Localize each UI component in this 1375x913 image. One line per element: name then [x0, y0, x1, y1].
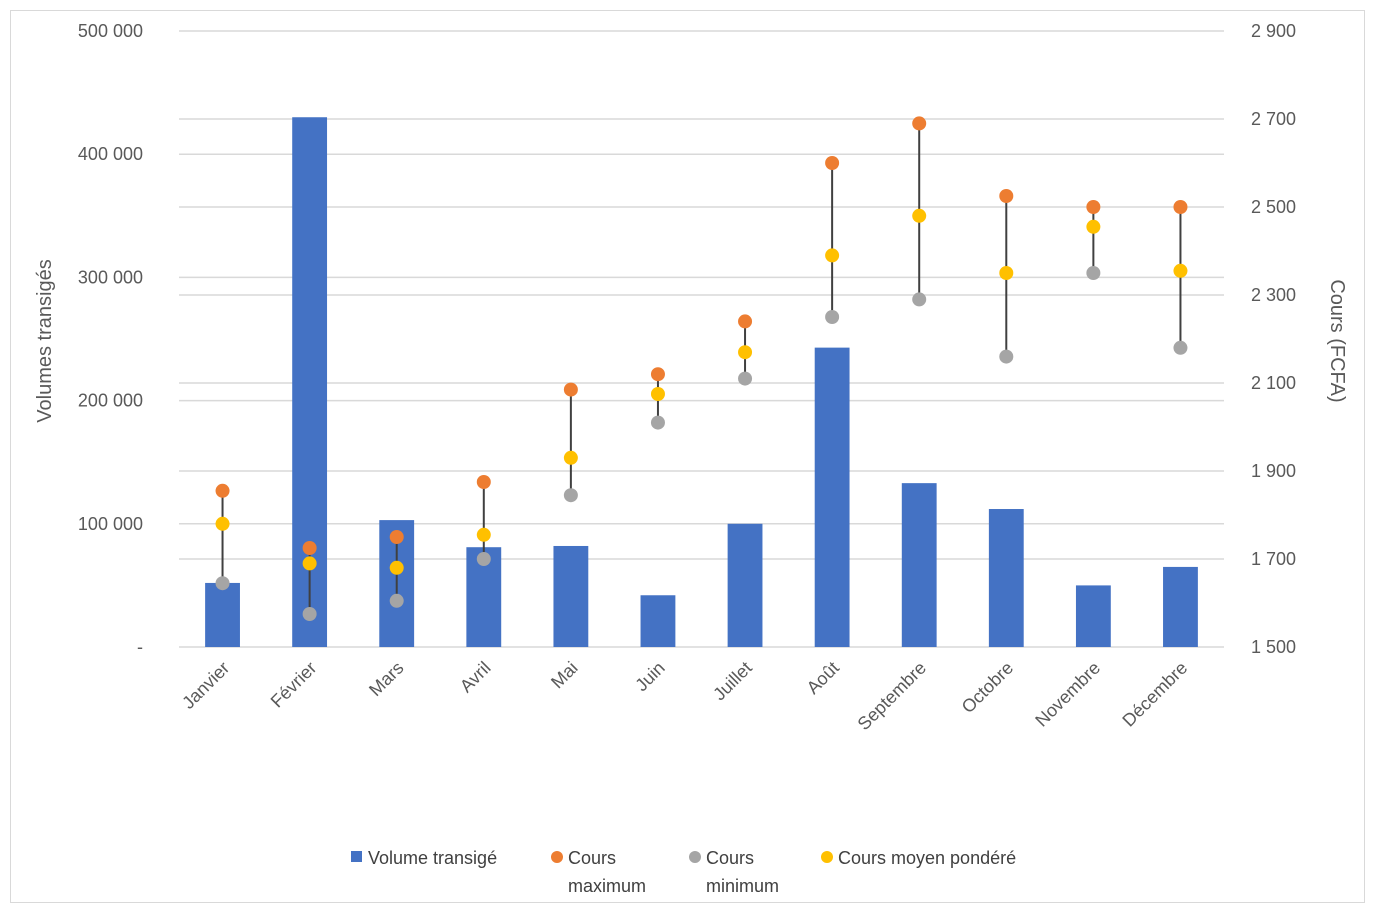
data-point: [302, 541, 317, 555]
legend-marker: [821, 851, 833, 863]
legend-label: minimum: [706, 876, 779, 896]
left-axis-tick-label: -: [137, 637, 143, 657]
data-point: [389, 593, 404, 608]
data-point: [476, 552, 491, 566]
bar-series: [205, 117, 1198, 648]
range-lines: [221, 123, 1182, 614]
data-point: [738, 371, 753, 386]
data-point: [476, 527, 491, 542]
bar: [814, 347, 850, 647]
data-point: [999, 189, 1014, 203]
data-point: [738, 345, 753, 360]
x-axis-tick-label: Octobre: [958, 658, 1017, 717]
legend-label: maximum: [568, 876, 646, 896]
x-axis-tick-label: Mars: [365, 658, 407, 700]
x-axis-tick-label: Février: [267, 658, 321, 712]
legend-label: Cours: [706, 848, 754, 868]
x-axis-labels: Janvier Février Mars Avril Mai Juin Juillet Aoû…: [178, 658, 1191, 734]
bar: [727, 523, 763, 647]
x-axis-tick-label: Avril: [456, 658, 495, 697]
right-axis-ticks: 1 500 1 700 1 900 2 100 2 300 2 500 2 700 2 900: [1251, 21, 1296, 657]
data-point: [215, 483, 230, 498]
data-point: [912, 116, 927, 131]
left-axis-tick-label: 300 000: [78, 267, 143, 287]
bar: [640, 595, 676, 647]
legend: Volume transigé Cours maximum Cours minimum C…: [351, 848, 1016, 896]
data-point: [738, 314, 753, 329]
bar: [901, 483, 937, 647]
bar: [988, 509, 1024, 647]
legend-marker: [551, 851, 563, 863]
data-point: [302, 607, 317, 621]
data-point: [1173, 340, 1188, 355]
data-point: [302, 556, 317, 571]
x-axis-tick-label: Juin: [631, 658, 668, 695]
legend-marker: [689, 851, 701, 863]
x-axis-tick-label: Septembre: [854, 658, 930, 734]
left-axis-tick-label: 100 000: [78, 514, 143, 534]
right-axis-tick-label: 2 700: [1251, 109, 1296, 129]
right-axis-title: Cours (FCFA): [1326, 279, 1348, 402]
left-axis-tick-label: 500 000: [78, 21, 143, 41]
left-axis-tick-label: 400 000: [78, 144, 143, 164]
left-axis-tick-label: 200 000: [78, 391, 143, 411]
scatter-points: [215, 116, 1188, 621]
bar: [553, 545, 589, 647]
bar: [1075, 585, 1111, 647]
data-point: [389, 560, 404, 575]
data-point: [563, 488, 578, 503]
data-point: [999, 349, 1014, 364]
gridlines: [179, 30, 1224, 648]
x-axis-tick-label: Décembre: [1118, 658, 1191, 731]
data-point: [215, 516, 230, 531]
data-point: [912, 292, 927, 307]
x-axis-tick-label: Mai: [547, 658, 582, 693]
data-point: [1086, 219, 1101, 234]
right-axis-tick-label: 1 900: [1251, 461, 1296, 481]
bar: [205, 582, 240, 647]
data-point: [912, 208, 927, 223]
bar: [1163, 566, 1198, 647]
data-point: [650, 387, 665, 401]
x-axis-tick-label: Juillet: [709, 658, 756, 705]
right-axis-tick-label: 1 500: [1251, 637, 1296, 657]
data-point: [563, 450, 578, 465]
right-axis-tick-label: 2 900: [1251, 21, 1296, 41]
data-point: [1173, 200, 1188, 214]
data-point: [650, 415, 665, 430]
right-axis-tick-label: 2 500: [1251, 197, 1296, 217]
left-axis-title: Volumes transigés: [34, 259, 56, 422]
chart-canvas: - 100 000 200 000 300 000 400 000 500 000 1 5…: [34, 21, 1348, 896]
right-axis-tick-label: 1 700: [1251, 549, 1296, 569]
chart-frame: - 100 000 200 000 300 000 400 000 500 000 1 5…: [10, 10, 1365, 903]
left-axis-ticks: - 100 000 200 000 300 000 400 000 500 000: [78, 21, 143, 657]
data-point: [825, 310, 840, 324]
right-axis-tick-label: 2 100: [1251, 373, 1296, 393]
x-axis-tick-label: Janvier: [178, 658, 233, 713]
data-point: [1173, 263, 1188, 278]
legend-marker: [351, 851, 362, 862]
data-point: [825, 248, 840, 263]
legend-label: Cours: [568, 848, 616, 868]
data-point: [1086, 200, 1101, 214]
data-point: [650, 367, 665, 382]
data-point: [825, 156, 840, 170]
x-axis-tick-label: Novembre: [1031, 658, 1104, 731]
data-point: [215, 576, 230, 591]
data-point: [563, 382, 578, 397]
data-point: [476, 475, 491, 489]
data-point: [389, 530, 404, 544]
legend-label: Volume transigé: [368, 848, 497, 868]
right-axis-tick-label: 2 300: [1251, 285, 1296, 305]
data-point: [999, 266, 1014, 280]
x-axis-tick-label: Août: [803, 658, 843, 698]
data-point: [1086, 266, 1101, 280]
legend-label: Cours moyen pondéré: [838, 848, 1016, 868]
